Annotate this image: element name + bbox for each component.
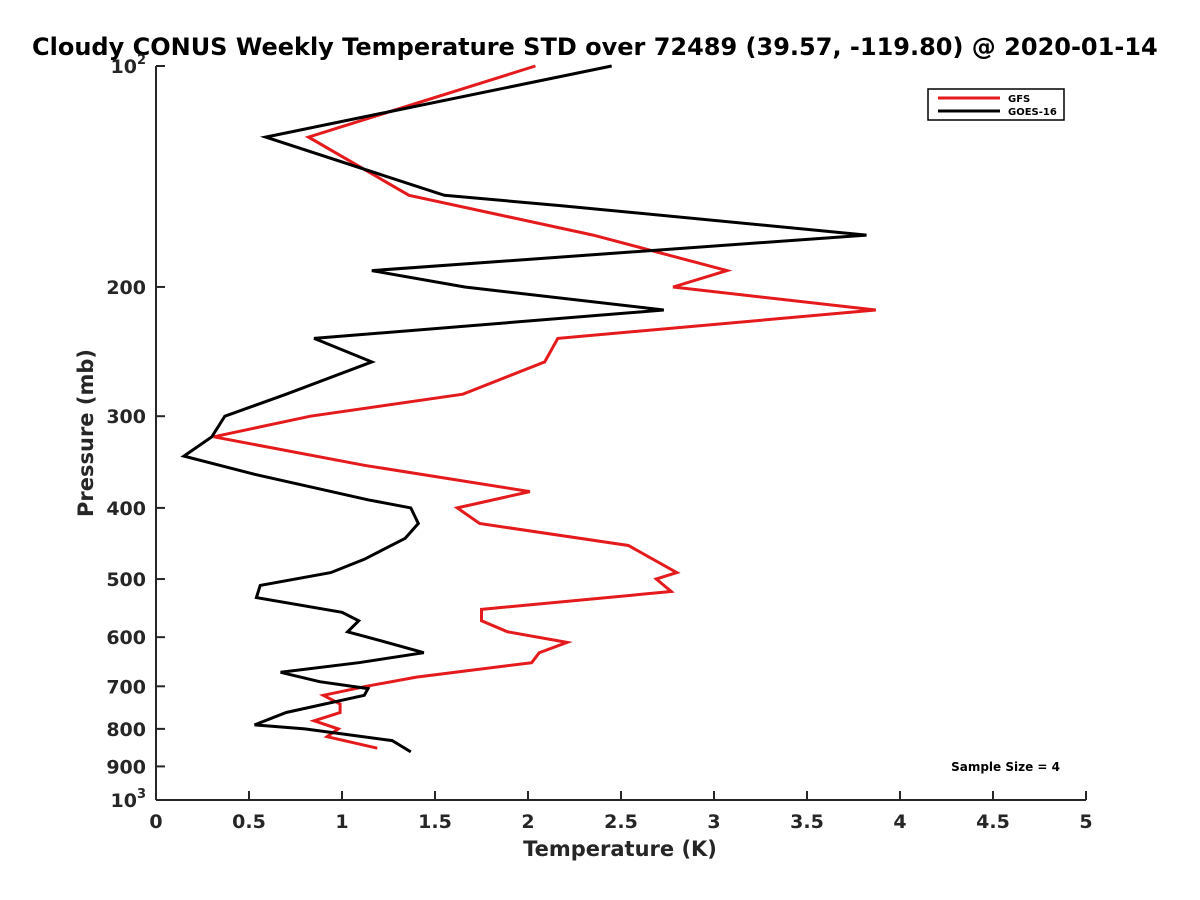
plot-area: [180, 64, 876, 754]
legend-box: [927, 88, 1065, 121]
x-tick-label: 2.5: [604, 811, 638, 833]
series-line-gfs: [213, 64, 876, 750]
y-tick-label: 900: [106, 756, 146, 778]
legend-label-gfs: GFS: [1008, 94, 1030, 105]
x-tick-label: 5: [1079, 811, 1092, 833]
y-tick-label: 200: [106, 277, 146, 299]
y-tick-label: 600: [106, 627, 146, 649]
x-axis-label: Temperature (K): [523, 837, 717, 861]
legend: GFS GOES-16: [927, 88, 1065, 121]
y-tick-label: 500: [106, 569, 146, 591]
x-tick-label: 0.5: [232, 811, 266, 833]
x-tick-label: 2: [521, 811, 534, 833]
y-axis-ticks: 102 200 300 400 500 600 700 800 900 103: [106, 53, 165, 812]
legend-label-goes-16: GOES-16: [1008, 107, 1057, 118]
x-axis-ticks: 0 0.5 1 1.5 2 2.5 3 3.5 4 4.5 5: [149, 791, 1093, 833]
sample-size-annotation: Sample Size = 4: [951, 760, 1060, 774]
x-tick-label: 1: [335, 811, 348, 833]
y-tick-label: 800: [106, 719, 146, 741]
x-tick-label: 3.5: [790, 811, 824, 833]
series-line-goes-16: [180, 64, 867, 754]
y-axis-label: Pressure (mb): [74, 349, 98, 517]
axes: [155, 66, 1086, 801]
y-tick-label: 103: [111, 787, 147, 812]
x-tick-label: 4.5: [976, 811, 1010, 833]
x-tick-label: 4: [893, 811, 906, 833]
y-tick-label: 300: [106, 406, 146, 428]
x-tick-label: 1.5: [418, 811, 452, 833]
y-tick-label: 400: [106, 498, 146, 520]
x-tick-label: 3: [707, 811, 720, 833]
y-tick-label: 700: [106, 676, 146, 698]
y-tick-label: 102: [111, 53, 147, 78]
x-tick-label: 0: [149, 811, 162, 833]
chart-title: Cloudy CONUS Weekly Temperature STD over…: [32, 33, 1158, 61]
